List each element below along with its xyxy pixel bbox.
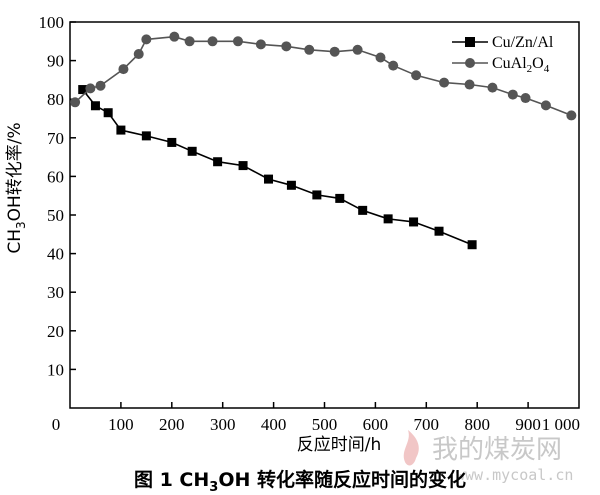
legend-label-cual2o4: CuAl2O4 (492, 55, 550, 75)
data-point-circle (70, 97, 81, 108)
legend-entry-cuznal: Cu/Zn/Al (452, 34, 554, 51)
data-point-square (116, 125, 126, 135)
x-tick-label-last: 1 000 (542, 415, 580, 434)
y-tick-label: 100 (39, 13, 65, 32)
legend: Cu/Zn/Al CuAl2O4 (452, 34, 554, 75)
data-point-square (434, 226, 444, 236)
data-point-circle (133, 49, 144, 60)
data-point-square (187, 146, 197, 156)
x-axis-ticks: 100 200 300 400 500 600 700 800 900 1 000 0 (52, 402, 580, 434)
data-point-square (141, 131, 151, 141)
series-0 (78, 85, 477, 250)
data-point-square (90, 101, 100, 111)
data-point-square (312, 190, 322, 200)
watermark: 我的煤炭网 www.mycoal.cn (403, 430, 573, 484)
data-point-circle (540, 100, 551, 111)
data-point-circle (329, 46, 340, 57)
data-point-square (358, 205, 368, 215)
y-axis-title: CH3OH转化率/% (5, 122, 28, 253)
y-tick-label: 50 (47, 206, 64, 225)
data-point-square (335, 193, 345, 203)
data-point-square (103, 108, 113, 118)
y-tick-label: 70 (47, 129, 64, 148)
legend-label-cuznal: Cu/Zn/Al (492, 34, 554, 51)
legend-marker-circle (465, 58, 475, 68)
data-point-circle (464, 79, 475, 90)
data-point-circle (411, 70, 422, 81)
x-axis-title: 反应时间/h (297, 435, 382, 455)
flame-logo-icon (403, 430, 419, 466)
x-tick-label: 600 (363, 415, 389, 434)
x-tick-label: 800 (464, 415, 490, 434)
y-tick-label: 90 (47, 52, 64, 71)
data-point-square (264, 174, 274, 184)
data-point-circle (566, 110, 577, 121)
data-point-square (409, 217, 419, 227)
data-point-square (167, 137, 177, 147)
data-point-circle (255, 39, 266, 50)
data-point-circle (352, 44, 363, 55)
watermark-text: 我的煤炭网 (432, 435, 562, 465)
series-1 (70, 31, 577, 121)
data-point-circle (388, 60, 399, 71)
origin-label: 0 (52, 415, 61, 434)
data-point-square (286, 180, 296, 190)
data-point-square (383, 214, 393, 224)
data-point-circle (281, 41, 292, 52)
data-point-circle (375, 52, 386, 63)
y-tick-label: 30 (47, 283, 64, 302)
data-point-circle (118, 64, 129, 75)
data-point-circle (95, 80, 106, 91)
x-tick-label: 100 (108, 415, 134, 434)
y-axis-ticks: 10 20 30 40 50 60 70 80 90 100 (39, 13, 76, 379)
plot-frame (69, 21, 580, 409)
data-point-circle (304, 44, 315, 55)
data-point-square (238, 161, 248, 171)
x-tick-label: 200 (159, 415, 185, 434)
y-tick-label: 80 (47, 90, 64, 109)
x-tick-label: 900 (515, 415, 541, 434)
data-point-square (78, 85, 88, 95)
x-tick-label: 400 (261, 415, 287, 434)
data-point-circle (507, 89, 518, 100)
x-tick-label: 500 (312, 415, 338, 434)
series-layer (70, 31, 577, 250)
y-tick-label: 20 (47, 322, 64, 341)
data-point-circle (487, 82, 498, 93)
axes (69, 21, 580, 409)
data-point-circle (207, 36, 218, 47)
data-point-circle (184, 36, 195, 47)
y-tick-label: 40 (47, 245, 64, 264)
data-point-circle (141, 34, 152, 45)
data-point-square (467, 240, 477, 250)
x-tick-label: 700 (414, 415, 440, 434)
data-point-circle (232, 36, 243, 47)
legend-entry-cual2o4: CuAl2O4 (452, 55, 550, 75)
y-tick-label: 60 (47, 167, 64, 186)
y-tick-label: 10 (47, 360, 64, 379)
data-point-circle (169, 31, 180, 42)
legend-marker-square (465, 37, 475, 47)
data-point-square (213, 157, 223, 167)
x-tick-label: 300 (210, 415, 236, 434)
watermark-url: www.mycoal.cn (456, 466, 573, 484)
data-point-circle (85, 83, 96, 94)
figure-caption: 图 1 CH3OH 转化率随反应时间的变化 (134, 468, 466, 495)
data-point-circle (439, 77, 450, 88)
data-point-circle (520, 93, 531, 104)
